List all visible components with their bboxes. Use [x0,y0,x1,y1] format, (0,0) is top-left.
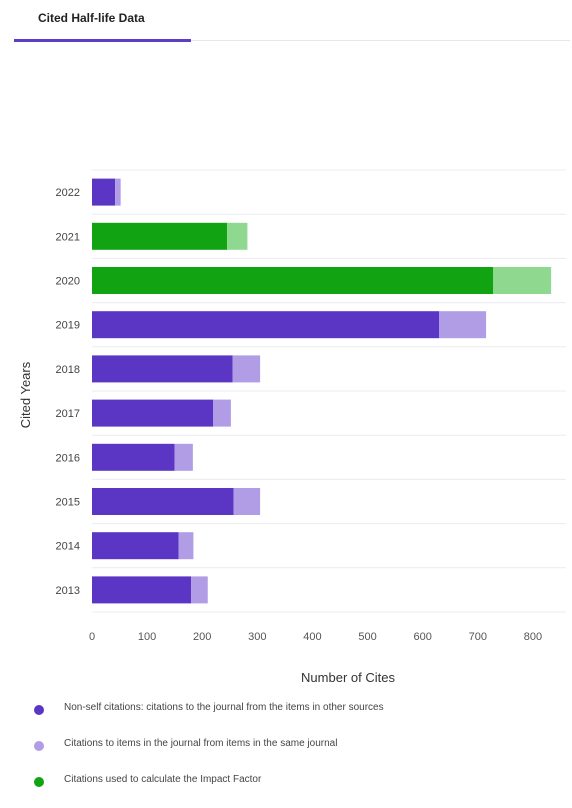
legend-item-nonself[interactable]: Non-self citations: citations to the jou… [34,700,564,722]
legend-item-self[interactable]: Citations to items in the journal from i… [34,736,564,758]
tab-label: Cited Half-life Data [38,11,145,25]
y-tick-label: 2018 [56,364,80,376]
bar-nonself-2014 [92,532,179,560]
y-tick-label: 2022 [56,187,80,199]
y-tick-label: 2015 [56,497,80,509]
y-tick-label: 2020 [56,276,80,288]
x-tick-label: 100 [138,631,156,643]
bar-self-2015 [233,488,261,515]
bar-self-2022 [115,178,121,206]
y-tick-label: 2021 [56,231,80,243]
bar-nonself-2013 [92,576,192,604]
y-tick-label: 2014 [56,541,80,553]
bar-self-2018 [232,355,261,383]
bar-self-2019 [439,311,487,339]
gridlines [92,169,566,613]
x-tick-label: 700 [469,631,487,643]
legend-item-impact-factor[interactable]: Citations used to calculate the Impact F… [34,772,564,794]
bars [92,178,552,604]
x-axis-title: Number of Cites [301,670,395,685]
y-axis-title: Cited Years [18,361,33,428]
y-tick-label: 2019 [56,320,80,332]
legend-swatch [34,705,44,715]
y-tick-label: 2016 [56,452,80,464]
tab-bar: Cited Half-life Data [14,0,570,42]
legend-label: Citations to items in the journal from i… [64,738,338,749]
legend-swatch [34,777,44,787]
legend-label: Citations used to calculate the Impact F… [64,774,262,785]
bar-if-2021 [92,222,228,250]
bar-nonself-2022 [92,178,116,206]
y-axis-tick-labels: 2022 2021 2020 2019 2018 2017 2016 2015 2014 2013 [56,187,80,597]
bar-self-2013 [191,576,208,604]
x-tick-label: 800 [524,631,542,643]
x-tick-label: 500 [358,631,376,643]
tab-active-indicator [14,39,191,42]
bar-if_light-2021 [227,222,248,250]
bar-if-2020 [92,267,494,294]
y-tick-label: 2013 [56,585,80,597]
legend-label: Non-self citations: citations to the jou… [64,702,384,713]
x-tick-label: 300 [248,631,266,643]
bar-self-2016 [174,443,193,471]
cited-half-life-chart: 2022 2021 2020 2019 2018 2017 2016 2015 2014 2013… [18,169,566,685]
bar-nonself-2016 [92,443,175,471]
x-tick-label: 200 [193,631,211,643]
bar-nonself-2019 [92,311,440,339]
x-tick-label: 400 [303,631,321,643]
x-tick-label: 600 [414,631,432,643]
legend-swatch [34,741,44,751]
y-tick-label: 2017 [56,408,80,420]
x-axis-tick-labels: 0 100 200 300 400 500 600 700 800 [89,631,542,643]
legend: Non-self citations: citations to the jou… [34,700,564,808]
bar-nonself-2018 [92,355,233,383]
tab-cited-half-life-data[interactable]: Cited Half-life Data [14,0,191,42]
bar-if_light-2020 [493,267,552,294]
bar-nonself-2017 [92,399,214,427]
bar-nonself-2015 [92,488,234,515]
bar-self-2017 [213,399,231,427]
bar-self-2014 [178,532,194,560]
x-tick-label: 0 [89,631,95,643]
